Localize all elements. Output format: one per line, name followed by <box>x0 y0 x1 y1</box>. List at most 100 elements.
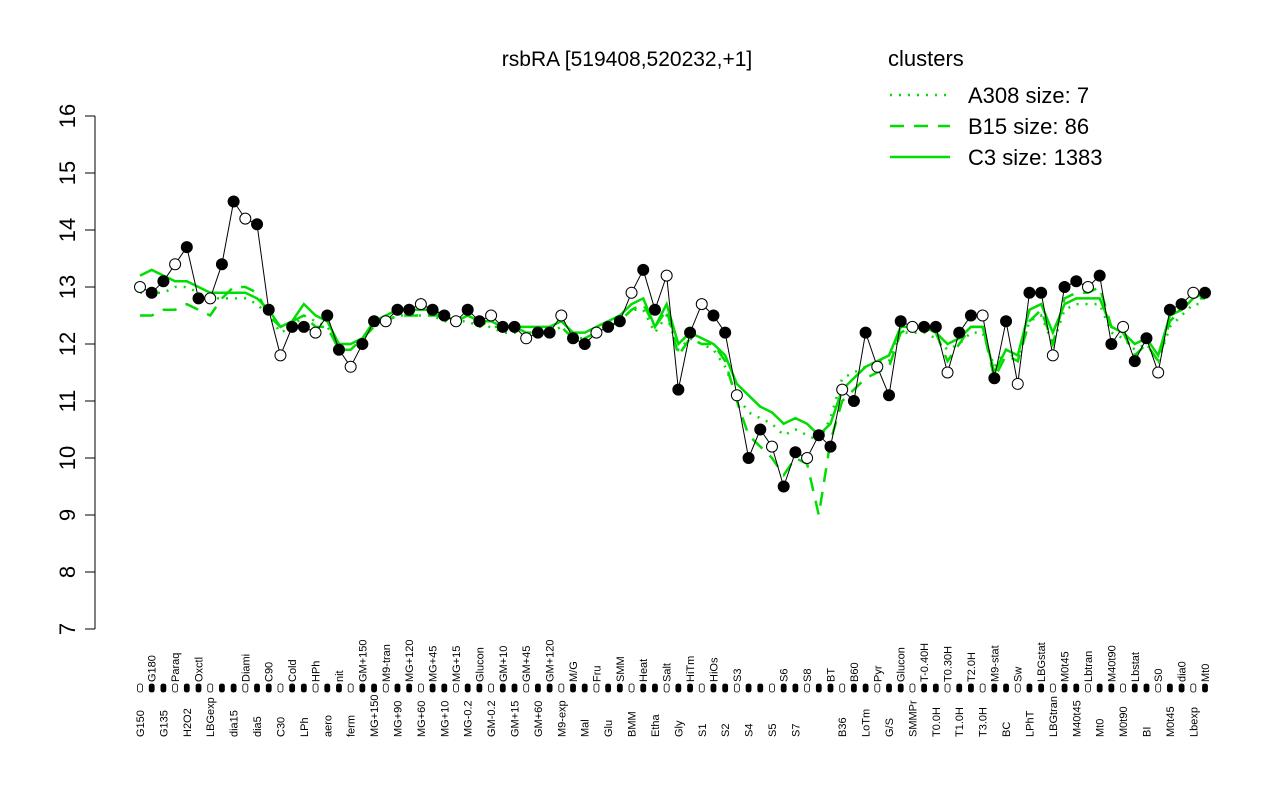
rug-mark <box>394 683 401 693</box>
data-point <box>836 383 849 396</box>
rug-mark <box>254 683 260 693</box>
x-tick-label: T3.0H <box>978 707 990 737</box>
rug-mark <box>476 683 483 693</box>
data-point <box>180 241 193 254</box>
data-point <box>286 320 299 333</box>
rug-mark <box>640 683 647 693</box>
rug-mark <box>300 683 307 693</box>
x-tick-label: Glucon <box>896 647 908 682</box>
x-tick-label: LBGexp <box>205 697 217 737</box>
x-tick-label: dia0 <box>1177 661 1189 682</box>
data-point <box>473 315 486 328</box>
rug-mark <box>488 683 494 693</box>
x-tick-label: dia15 <box>229 710 241 737</box>
data-point <box>1046 349 1059 362</box>
data-point <box>1175 298 1188 311</box>
y-tick-label: 14 <box>55 218 80 242</box>
rug-mark <box>523 683 530 693</box>
x-tick-label: T0.30H <box>943 646 955 682</box>
x-tick-label: HiTm <box>685 656 697 682</box>
data-point <box>578 338 591 350</box>
rug-mark <box>909 683 916 693</box>
rug-mark <box>277 683 284 693</box>
y-tick-label: 16 <box>55 104 80 128</box>
legend-label: C3 size: 1383 <box>968 145 1103 170</box>
data-point <box>157 275 170 288</box>
rug-mark <box>687 683 693 693</box>
data-point <box>262 303 275 316</box>
data-point <box>1128 355 1141 368</box>
rug-mark <box>230 683 237 693</box>
rug-mark <box>441 683 448 693</box>
data-point <box>1081 281 1094 293</box>
data-point <box>1000 315 1013 328</box>
x-tick-label: Gly <box>673 720 685 737</box>
rug-mark <box>862 683 869 693</box>
data-point <box>824 440 837 453</box>
data-point <box>169 258 182 271</box>
data-point <box>777 480 790 493</box>
rug-mark <box>605 683 612 693</box>
data-point <box>941 366 954 379</box>
data-point <box>613 315 626 328</box>
x-tick-label: C90 <box>264 662 276 682</box>
x-tick-label: S4 <box>744 724 756 737</box>
rug-mark <box>1003 683 1009 693</box>
rug-mark <box>359 683 366 693</box>
x-tick-label: GM+60 <box>533 701 545 737</box>
data-point <box>906 320 919 333</box>
chart-title: rsbRA [519408,520232,+1] <box>502 48 752 71</box>
x-tick-label: S3 <box>732 669 744 682</box>
x-tick-label: Mt0 <box>1095 719 1107 737</box>
data-point <box>391 303 404 316</box>
x-tick-label: Pyr <box>872 665 884 682</box>
data-point <box>567 332 580 345</box>
rug-mark <box>979 683 986 693</box>
data-point <box>215 258 228 271</box>
x-tick-label: GM+150 <box>357 640 369 683</box>
x-tick-label: M9-exp <box>556 700 568 737</box>
data-point <box>964 309 977 322</box>
rug-mark <box>792 683 799 693</box>
x-tick-label: G150 <box>135 710 147 737</box>
rug-mark <box>195 683 202 693</box>
data-point <box>648 303 661 316</box>
rug-mark <box>722 683 729 693</box>
data-point <box>145 286 158 299</box>
data-point <box>379 315 392 328</box>
x-tick-label: G135 <box>158 710 170 737</box>
x-tick-label: LBGstat <box>1036 642 1048 682</box>
x-tick-label: Salt <box>662 663 674 682</box>
data-point <box>602 320 615 333</box>
x-tick-label: BT <box>825 668 837 682</box>
expression-line <box>139 200 1205 489</box>
data-point <box>871 360 884 373</box>
x-tick-label: HPh <box>311 661 323 682</box>
data-point <box>1058 281 1071 293</box>
x-tick-label: C30 <box>275 717 287 737</box>
data-point <box>883 389 896 402</box>
rug-mark <box>652 683 658 693</box>
x-tick-label: MG+15 <box>451 646 463 682</box>
y-tick-label: 12 <box>55 332 80 356</box>
x-tick-label: SMMPr <box>907 700 919 737</box>
x-tick-label: BC <box>1001 722 1013 737</box>
y-tick-label: 10 <box>55 446 80 470</box>
data-point <box>1163 303 1176 316</box>
data-point <box>953 326 966 339</box>
x-tick-label: LBGtran <box>1048 696 1060 737</box>
rug-mark <box>347 683 354 693</box>
data-point <box>134 281 146 293</box>
data-point <box>496 320 509 333</box>
x-tick-label: GM+45 <box>521 646 533 682</box>
x-tick-label: dia5 <box>252 716 264 737</box>
rug-mark <box>804 683 810 693</box>
data-point <box>239 212 252 225</box>
rug-mark <box>1166 683 1173 693</box>
rug-mark <box>546 683 553 693</box>
rug-mark <box>265 683 272 693</box>
data-point <box>801 452 814 464</box>
rug-mark <box>663 683 670 693</box>
data-point <box>789 446 802 459</box>
